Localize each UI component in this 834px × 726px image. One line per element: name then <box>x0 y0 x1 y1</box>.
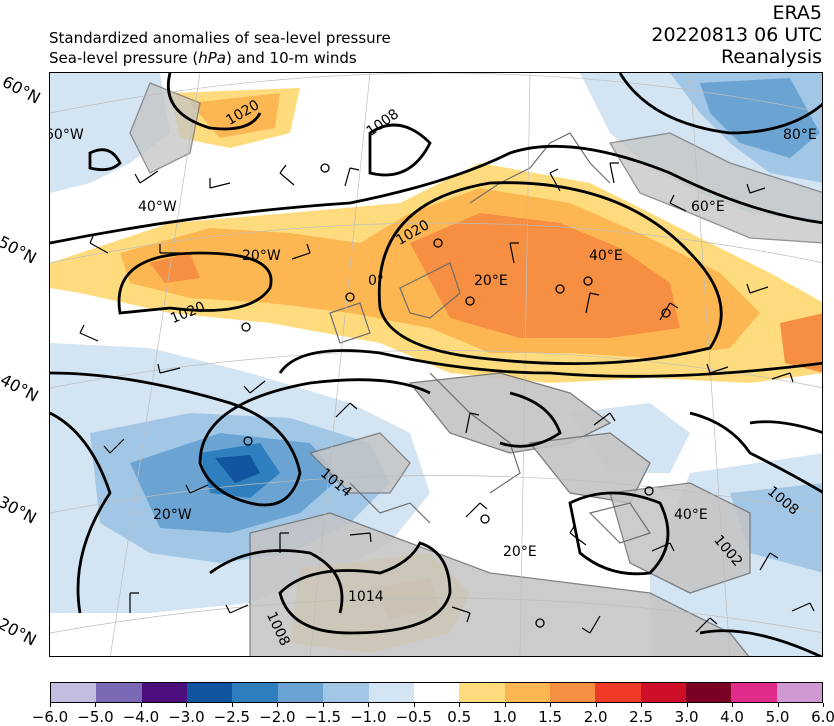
colorbar-swatch <box>323 683 369 702</box>
colorbar-tick-label: −4.0 <box>122 708 160 726</box>
land-mask <box>129 82 822 656</box>
colorbar-tickmark <box>550 703 552 707</box>
colorbar-tickmark <box>732 703 734 707</box>
title-line-1: Standardized anomalies of sea-level pres… <box>49 29 391 47</box>
colorbar-tick-label: −5.0 <box>77 708 114 726</box>
colorbar-tickmark <box>595 703 597 707</box>
colorbar-swatch <box>413 683 460 702</box>
title-line-2: Sea-level pressure (hPa) and 10-m winds <box>49 48 391 68</box>
colorbar-tick-label: 5.0 <box>765 708 790 726</box>
colorbar-tick-label: 3.0 <box>674 708 699 726</box>
title-line-2-post: ) and 10-m winds <box>225 49 357 67</box>
lon-label-60e: 60°E <box>691 199 725 215</box>
colorbar-tick-label: 2.0 <box>583 708 608 726</box>
colorbar-swatch <box>187 683 233 702</box>
lon-label-0: 0° <box>368 273 384 289</box>
colorbar-swatch <box>640 683 687 702</box>
colorbar-swatch <box>776 683 823 702</box>
isobar-label: 1014 <box>348 589 384 605</box>
colorbar-tick-label: 1.5 <box>538 708 563 726</box>
colorbar-tickmark <box>140 703 142 707</box>
colorbar-swatch <box>141 683 188 702</box>
colorbar <box>50 682 823 703</box>
colorbar-swatch <box>96 683 142 702</box>
colorbar-swatch <box>277 683 324 702</box>
title-line-2-pre: Sea-level pressure ( <box>49 49 199 67</box>
wind-barbs <box>79 162 815 634</box>
colorbar-swatch <box>595 683 641 702</box>
colorbar-swatch <box>731 683 777 702</box>
dataset-label: ERA5 <box>772 2 822 24</box>
colorbar-tick-label: 1.0 <box>492 708 517 726</box>
lat-label-60n: 60°N <box>0 72 44 108</box>
colorbar-tick-label: 0.5 <box>447 708 472 726</box>
title-unit: hPa <box>198 49 226 67</box>
anomaly-shading <box>50 73 822 656</box>
lat-label-40n: 40°N <box>0 370 42 406</box>
colorbar-tickmark <box>277 703 279 707</box>
lat-label-50n: 50°N <box>0 232 40 268</box>
colorbar-tickmark <box>95 703 97 707</box>
lon-label-80e: 80°E <box>783 127 817 143</box>
anomaly-map <box>50 73 822 656</box>
map-title: Standardized anomalies of sea-level pres… <box>49 28 391 68</box>
colorbar-tickmark <box>368 703 370 707</box>
colorbar-tick-label: −2.5 <box>213 708 251 726</box>
colorbar-tick-label: 2.5 <box>629 708 654 726</box>
colorbar-swatch <box>549 683 596 702</box>
lon-label-40w: 40°W <box>138 199 177 215</box>
colorbar-tickmark <box>231 703 233 707</box>
lon-label-60w: 60°W <box>50 127 84 143</box>
colorbar-tick-label: 4.0 <box>720 708 744 726</box>
lon-label-20w-bottom: 20°W <box>153 507 192 523</box>
calm-wind-markers <box>241 163 671 628</box>
colorbar-tick-label: −2.0 <box>259 708 296 726</box>
colorbar-tick-label: −6.0 <box>31 708 69 726</box>
lon-label-20w-top: 20°W <box>242 248 281 264</box>
lon-label-20e-bottom: 20°E <box>503 544 537 560</box>
colorbar-tick-label: −0.5 <box>395 708 432 726</box>
colorbar-tickmark <box>459 703 461 707</box>
colorbar-tickmark <box>823 703 824 707</box>
colorbar-swatch <box>686 683 732 702</box>
lon-label-20e-top: 20°E <box>474 273 508 289</box>
colorbar-tickmark <box>777 703 779 707</box>
colorbar-tickmark <box>504 703 506 707</box>
colorbar-tickmark <box>413 703 415 707</box>
colorbar-tickmark <box>641 703 643 707</box>
lon-label-40e-top: 40°E <box>589 248 623 264</box>
colorbar-swatch <box>459 683 505 702</box>
map-panel: 60°W 40°W 20°W 0° 20°E 40°E 60°E 80°E 20… <box>49 72 823 657</box>
lon-label-40e-bottom: 40°E <box>674 507 708 523</box>
colorbar-ticks: −6.0 −5.0 −4.0 −3.0 −2.5 −2.0 −1.5 −1.0 −0.5 0.5 1… <box>32 703 834 726</box>
isobar-lines <box>50 73 822 656</box>
colorbar-tickmark <box>686 703 688 707</box>
colorbar-swatch <box>368 683 414 702</box>
colorbar-tick-label: −3.0 <box>168 708 205 726</box>
colorbar-swatch <box>504 683 550 702</box>
colorbar-tickmark <box>186 703 188 707</box>
datetime-label: 20220813 06 UTC <box>651 24 822 46</box>
colorbar-tick-label: 6.0 <box>811 708 834 726</box>
product-label: Reanalysis <box>721 46 822 68</box>
lat-label-30n: 30°N <box>0 492 40 528</box>
colorbar-swatch <box>232 683 278 702</box>
lat-label-20n: 20°N <box>0 614 40 650</box>
colorbar-tickmark <box>322 703 324 707</box>
colorbar-tickmark <box>50 703 51 707</box>
colorbar-tick-label: −1.0 <box>350 708 387 726</box>
map-info: ERA5 20220813 06 UTC Reanalysis <box>651 2 822 68</box>
colorbar-tick-label: −1.5 <box>304 708 342 726</box>
colorbar-swatch <box>51 683 97 702</box>
